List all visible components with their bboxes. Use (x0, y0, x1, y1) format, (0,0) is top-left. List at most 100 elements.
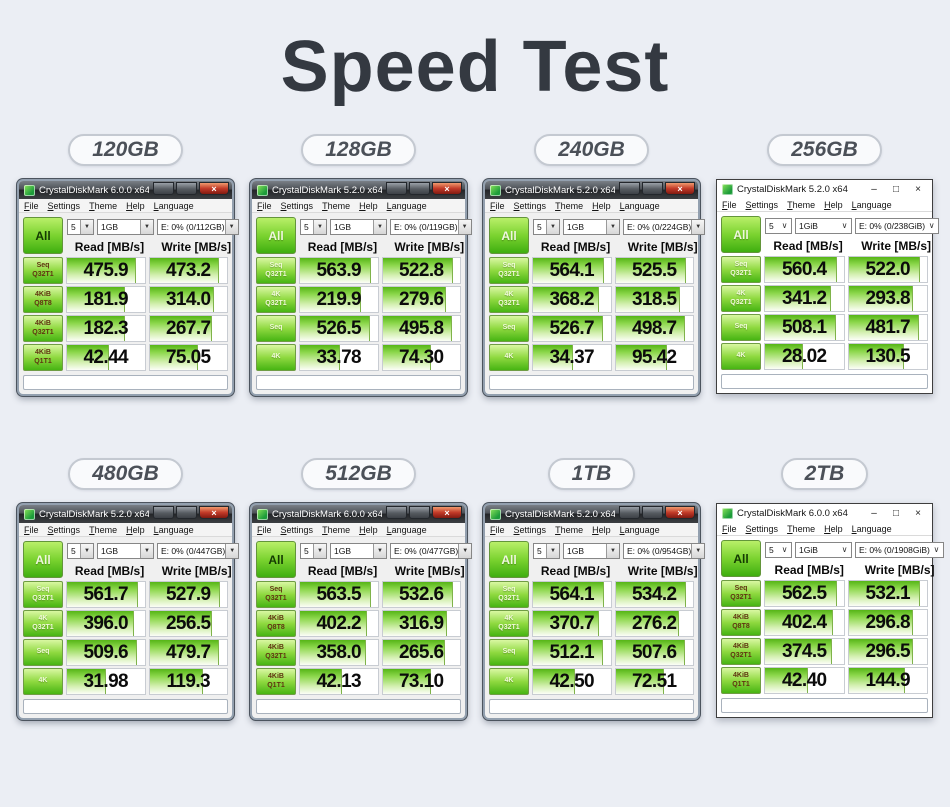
maximize-button[interactable] (642, 181, 663, 195)
minimize-button[interactable]: – (871, 183, 877, 195)
close-button[interactable]: × (915, 183, 921, 195)
chevron-down-icon[interactable]: ▼ (313, 219, 326, 234)
close-button[interactable]: × (199, 181, 229, 195)
menu-item[interactable]: Language (386, 200, 427, 211)
comment-field[interactable] (721, 698, 928, 713)
test-size-select[interactable]: 1GB ▼ (330, 542, 387, 559)
chevron-down-icon[interactable]: ∨ (778, 542, 791, 557)
chevron-down-icon[interactable]: ▼ (606, 543, 619, 558)
test-type-button[interactable]: 4KiB Q8T8 (721, 609, 761, 636)
close-button[interactable]: × (665, 505, 695, 519)
test-count-select[interactable]: 5 ▼ (300, 218, 327, 235)
menu-item[interactable]: Theme (322, 200, 351, 211)
comment-field[interactable] (256, 699, 461, 714)
test-type-button[interactable]: 4K Q32T1 (23, 610, 63, 637)
test-type-button[interactable]: 4KiB Q32T1 (256, 639, 296, 666)
menu-item[interactable]: File (490, 200, 505, 211)
test-type-button[interactable]: Seq (489, 639, 529, 666)
menu-item[interactable]: Settings (513, 200, 547, 211)
menu-item[interactable]: Help (126, 200, 145, 211)
comment-field[interactable] (23, 375, 228, 390)
test-type-button[interactable]: Seq Q32T1 (721, 256, 761, 283)
menu-item[interactable]: Language (386, 524, 427, 535)
chevron-down-icon[interactable]: ▼ (373, 219, 386, 234)
chevron-down-icon[interactable]: ∨ (778, 218, 791, 233)
maximize-button[interactable] (176, 505, 197, 519)
chevron-down-icon[interactable]: ▼ (140, 219, 153, 234)
menu-item[interactable]: File (257, 524, 272, 535)
chevron-down-icon[interactable]: ▼ (691, 543, 705, 558)
test-type-button[interactable]: Seq (256, 315, 296, 342)
test-type-button[interactable]: Seq Q32T1 (23, 581, 63, 608)
chevron-down-icon[interactable]: ∨ (925, 218, 939, 233)
maximize-button[interactable]: □ (892, 183, 900, 195)
run-all-button[interactable]: All (256, 541, 296, 578)
chevron-down-icon[interactable]: ▼ (546, 543, 559, 558)
drive-select[interactable]: E: 0% (0/119GB) ▼ (390, 218, 472, 235)
menu-item[interactable]: Help (359, 200, 378, 211)
chevron-down-icon[interactable]: ▼ (80, 543, 93, 558)
test-type-button[interactable]: 4K (489, 668, 529, 695)
minimize-button[interactable] (386, 505, 407, 519)
test-count-select[interactable]: 5 ▼ (300, 542, 327, 559)
chevron-down-icon[interactable]: ▼ (457, 219, 471, 234)
menu-item[interactable]: Theme (89, 200, 118, 211)
test-type-button[interactable]: Seq Q32T1 (23, 257, 63, 284)
test-count-select[interactable]: 5 ∨ (765, 217, 792, 234)
drive-select[interactable]: E: 0% (0/224GB) ▼ (623, 218, 706, 235)
test-type-button[interactable]: 4K Q32T1 (721, 285, 761, 312)
minimize-button[interactable] (619, 181, 640, 195)
close-button[interactable]: × (432, 505, 462, 519)
menu-item[interactable]: Language (851, 523, 892, 534)
chevron-down-icon[interactable]: ▼ (313, 543, 326, 558)
menu-item[interactable]: Settings (745, 199, 779, 210)
test-type-button[interactable]: Seq (721, 314, 761, 341)
test-type-button[interactable]: Seq (23, 639, 63, 666)
run-all-button[interactable]: All (256, 217, 296, 254)
test-type-button[interactable]: 4K Q32T1 (489, 286, 529, 313)
test-type-button[interactable]: Seq Q32T1 (256, 581, 296, 608)
test-type-button[interactable]: 4KiB Q1T1 (23, 344, 63, 371)
menu-item[interactable]: Theme (787, 199, 816, 210)
test-type-button[interactable]: 4K (256, 344, 296, 371)
menu-item[interactable]: Help (824, 199, 843, 210)
menu-item[interactable]: File (722, 523, 737, 534)
menu-item[interactable]: Settings (745, 523, 779, 534)
drive-select[interactable]: E: 0% (0/954GB) ▼ (623, 542, 706, 559)
test-type-button[interactable]: 4KiB Q1T1 (256, 668, 296, 695)
close-button[interactable]: × (199, 505, 229, 519)
test-type-button[interactable]: 4KiB Q8T8 (23, 286, 63, 313)
menu-item[interactable]: File (24, 200, 39, 211)
chevron-down-icon[interactable]: ▼ (606, 219, 619, 234)
maximize-button[interactable] (409, 181, 430, 195)
test-type-button[interactable]: 4KiB Q32T1 (23, 315, 63, 342)
close-button[interactable]: × (915, 507, 921, 519)
test-count-select[interactable]: 5 ▼ (67, 218, 94, 235)
test-type-button[interactable]: Seq Q32T1 (489, 257, 529, 284)
menu-item[interactable]: Theme (555, 200, 584, 211)
test-type-button[interactable]: 4KiB Q8T8 (256, 610, 296, 637)
menu-item[interactable]: Settings (280, 200, 314, 211)
menu-item[interactable]: Settings (280, 524, 314, 535)
test-size-select[interactable]: 1GB ▼ (563, 218, 620, 235)
close-button[interactable]: × (432, 181, 462, 195)
menu-item[interactable]: File (257, 200, 272, 211)
comment-field[interactable] (23, 699, 228, 714)
maximize-button[interactable] (642, 505, 663, 519)
run-all-button[interactable]: All (23, 217, 63, 254)
comment-field[interactable] (489, 699, 694, 714)
chevron-down-icon[interactable]: ▼ (373, 543, 386, 558)
menu-item[interactable]: Theme (555, 524, 584, 535)
menu-item[interactable]: Settings (47, 524, 81, 535)
menu-item[interactable]: Settings (513, 524, 547, 535)
menu-item[interactable]: Theme (89, 524, 118, 535)
close-button[interactable]: × (665, 181, 695, 195)
minimize-button[interactable] (386, 181, 407, 195)
test-size-select[interactable]: 1GB ▼ (563, 542, 620, 559)
chevron-down-icon[interactable]: ∨ (838, 542, 851, 557)
chevron-down-icon[interactable]: ▼ (224, 219, 238, 234)
test-type-button[interactable]: Seq Q32T1 (256, 257, 296, 284)
minimize-button[interactable] (153, 181, 174, 195)
drive-select[interactable]: E: 0% (0/477GB) ▼ (390, 542, 473, 559)
menu-item[interactable]: Help (824, 523, 843, 534)
